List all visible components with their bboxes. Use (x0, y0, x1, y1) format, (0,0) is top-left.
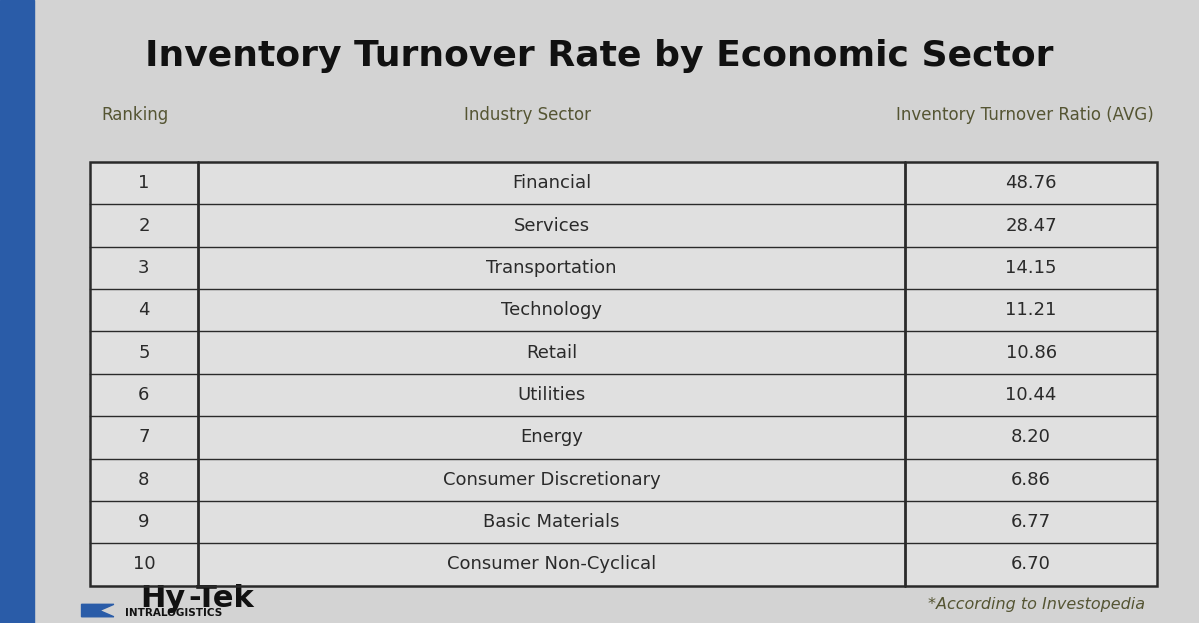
Text: Ranking: Ranking (102, 107, 169, 124)
Text: 8: 8 (138, 471, 150, 488)
Text: 11.21: 11.21 (1006, 302, 1056, 319)
Text: 10: 10 (133, 556, 155, 573)
Text: *According to Investopedia: *According to Investopedia (928, 597, 1145, 612)
Text: -Tek: -Tek (188, 584, 254, 612)
Bar (90, 162, 1157, 586)
Text: 28.47: 28.47 (1005, 217, 1058, 234)
Text: Basic Materials: Basic Materials (483, 513, 620, 531)
Bar (90, 416, 1157, 459)
Text: 6.77: 6.77 (1011, 513, 1052, 531)
Text: 9: 9 (138, 513, 150, 531)
Text: 10.44: 10.44 (1006, 386, 1056, 404)
Text: 6: 6 (138, 386, 150, 404)
Bar (0, 0, 34, 623)
Text: Services: Services (513, 217, 590, 234)
Text: Hy: Hy (140, 584, 186, 612)
Text: 6.86: 6.86 (1011, 471, 1052, 488)
Bar (90, 247, 1157, 289)
Text: Financial: Financial (512, 174, 591, 192)
Text: 3: 3 (138, 259, 150, 277)
Bar (90, 459, 1157, 501)
Bar (90, 289, 1157, 331)
Text: Retail: Retail (526, 344, 577, 361)
Text: 8.20: 8.20 (1011, 429, 1052, 446)
Bar (90, 204, 1157, 247)
Text: 2: 2 (138, 217, 150, 234)
Text: Energy: Energy (520, 429, 583, 446)
Text: Consumer Discretionary: Consumer Discretionary (442, 471, 661, 488)
Text: Consumer Non-Cyclical: Consumer Non-Cyclical (447, 556, 656, 573)
Text: Technology: Technology (501, 302, 602, 319)
Polygon shape (82, 604, 114, 617)
Text: Inventory Turnover Rate by Economic Sector: Inventory Turnover Rate by Economic Sect… (145, 39, 1054, 73)
Text: Utilities: Utilities (518, 386, 585, 404)
Text: INTRALOGISTICS: INTRALOGISTICS (125, 608, 223, 618)
Text: 5: 5 (138, 344, 150, 361)
Text: 7: 7 (138, 429, 150, 446)
Bar (90, 501, 1157, 543)
Text: 14.15: 14.15 (1006, 259, 1056, 277)
Bar (90, 543, 1157, 586)
Bar (90, 374, 1157, 416)
Text: 1: 1 (138, 174, 150, 192)
Text: Industry Sector: Industry Sector (464, 107, 591, 124)
Bar (90, 331, 1157, 374)
Text: 4: 4 (138, 302, 150, 319)
Text: 48.76: 48.76 (1006, 174, 1056, 192)
Text: 6.70: 6.70 (1011, 556, 1052, 573)
Text: 10.86: 10.86 (1006, 344, 1056, 361)
Text: Transportation: Transportation (487, 259, 616, 277)
Bar (90, 162, 1157, 204)
Text: Inventory Turnover Ratio (AVG): Inventory Turnover Ratio (AVG) (897, 107, 1153, 124)
